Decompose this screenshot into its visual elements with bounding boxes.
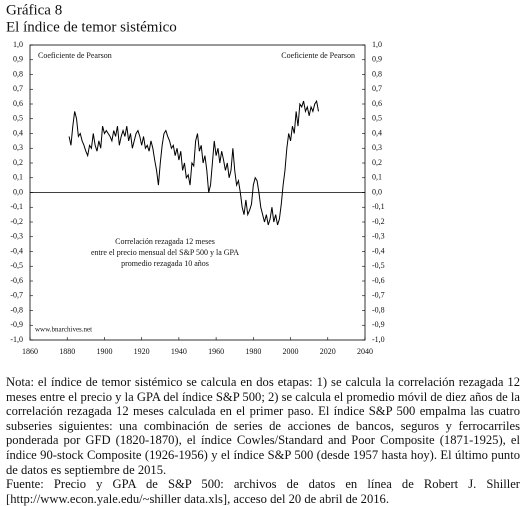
y2-tick-label: 0,6 xyxy=(372,99,382,108)
y-tick-label: -0,9 xyxy=(10,320,23,329)
x-tick-label: 1920 xyxy=(134,347,150,356)
y2-tick-label: -0,2 xyxy=(372,217,385,226)
y-tick-label: -0,4 xyxy=(10,246,23,255)
annotation: Correlación rezagada 12 meses xyxy=(115,237,215,246)
y-tick-label: 0,8 xyxy=(13,69,23,78)
y2-tick-label: 0,3 xyxy=(372,143,382,152)
y-tick-label: 0,0 xyxy=(13,187,23,196)
x-tick-label: 1960 xyxy=(208,347,224,356)
notes: Nota: el índice de temor sistémico se ca… xyxy=(6,375,520,506)
y-axis-label: Coeficiente de Pearson xyxy=(38,51,112,60)
y2-tick-label: 0,4 xyxy=(372,128,382,137)
y2-tick-label: -0,6 xyxy=(372,276,385,285)
chart: Gráfica 8 El índice de temor sistémico C… xyxy=(6,2,385,356)
y-tick-label: -0,6 xyxy=(10,276,23,285)
x-tick-label: 2020 xyxy=(320,347,336,356)
y2-tick-label: 0,7 xyxy=(372,84,382,93)
note: Nota: el índice de temor sistémico se ca… xyxy=(6,375,520,477)
y2-tick-label: -0,4 xyxy=(372,246,385,255)
y2-tick-label: 0,9 xyxy=(372,55,382,64)
chart-title: El índice de temor sistémico xyxy=(6,19,177,35)
y-tick-label: -0,8 xyxy=(10,305,23,314)
y2-tick-label: -0,7 xyxy=(372,291,385,300)
source: Fuente: Precio y GPA de S&P 500: archivo… xyxy=(6,477,520,506)
chart-kicker: Gráfica 8 xyxy=(6,2,62,18)
y2-tick-label: -0,1 xyxy=(372,202,385,211)
annotation: promedio rezagada 10 años xyxy=(121,259,209,268)
x-tick-label: 2040 xyxy=(357,347,373,356)
y-tick-label: 0,2 xyxy=(13,158,23,167)
x-tick-label: 1900 xyxy=(96,347,112,356)
y2-axis-label: Coeficiente de Pearson xyxy=(281,51,355,60)
x-tick-label: 1980 xyxy=(245,347,261,356)
series-line xyxy=(68,99,319,226)
y2-tick-label: -0,8 xyxy=(372,305,385,314)
y2-tick-label: 0,5 xyxy=(372,114,382,123)
y-tick-label: -0,7 xyxy=(10,291,23,300)
y2-tick-label: 0,8 xyxy=(372,69,382,78)
y2-tick-label: 0,2 xyxy=(372,158,382,167)
y-tick-label: -1,0 xyxy=(10,335,23,344)
y2-tick-label: 0,0 xyxy=(372,187,382,196)
y2-tick-label: -0,3 xyxy=(372,232,385,241)
y2-tick-label: -0,5 xyxy=(372,261,385,270)
y-tick-label: 0,5 xyxy=(13,114,23,123)
y-tick-label: 0,9 xyxy=(13,55,23,64)
y2-tick-label: 1,0 xyxy=(372,40,382,49)
x-tick-label: 1880 xyxy=(59,347,75,356)
x-tick-label: 2000 xyxy=(283,347,299,356)
y-tick-label: 0,1 xyxy=(13,173,23,182)
y2-tick-label: -1,0 xyxy=(372,335,385,344)
y-tick-label: -0,5 xyxy=(10,261,23,270)
y-tick-label: 1,0 xyxy=(13,40,23,49)
y-tick-label: -0,2 xyxy=(10,217,23,226)
y2-tick-label: -0,9 xyxy=(372,320,385,329)
y-tick-label: 0,4 xyxy=(13,128,23,137)
x-tick-label: 1860 xyxy=(22,347,38,356)
y-tick-label: -0,3 xyxy=(10,232,23,241)
y-tick-label: 0,3 xyxy=(13,143,23,152)
y2-tick-label: 0,1 xyxy=(372,173,382,182)
x-tick-label: 1940 xyxy=(171,347,187,356)
y-tick-label: -0,1 xyxy=(10,202,23,211)
y-tick-label: 0,6 xyxy=(13,99,23,108)
annotation: entre el precio mensual del S&P 500 y la… xyxy=(91,248,239,257)
source-mark: www.bnarchives.net xyxy=(35,326,92,334)
y-tick-label: 0,7 xyxy=(13,84,23,93)
